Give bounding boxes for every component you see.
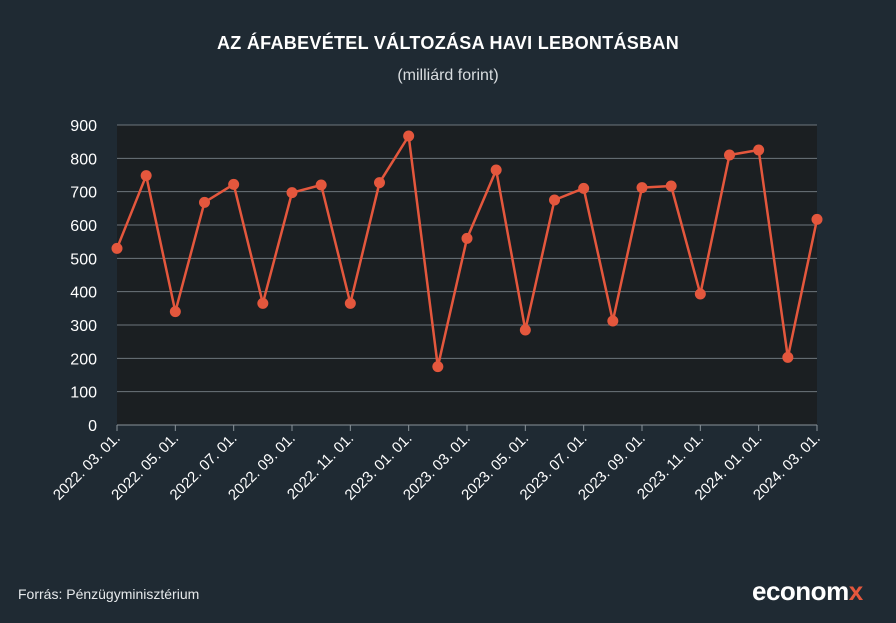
y-tick-label: 800 <box>70 151 97 168</box>
data-point <box>228 178 240 190</box>
data-point <box>753 144 765 156</box>
data-point <box>461 232 473 244</box>
logo-main-text: econom <box>752 576 849 606</box>
y-tick-label: 300 <box>70 318 97 335</box>
y-tick-label: 200 <box>70 351 97 368</box>
y-tick-label: 500 <box>70 251 97 268</box>
data-point <box>694 288 706 300</box>
data-point <box>549 194 560 206</box>
y-tick-label: 0 <box>88 418 97 435</box>
data-point <box>490 164 502 176</box>
data-point <box>432 361 444 373</box>
y-tick-label: 600 <box>70 218 97 235</box>
chart-subtitle: (milliárd forint) <box>397 67 499 84</box>
data-point <box>782 351 794 363</box>
data-point <box>344 297 356 309</box>
y-tick-label: 400 <box>70 285 97 302</box>
plot-area <box>117 125 817 425</box>
data-point <box>199 196 210 208</box>
data-point <box>607 315 619 327</box>
data-point <box>811 213 823 225</box>
data-point <box>403 130 415 142</box>
data-point <box>665 180 677 192</box>
data-point <box>578 182 590 194</box>
data-point <box>111 242 123 254</box>
data-point <box>257 297 269 309</box>
y-tick-label: 900 <box>70 118 97 135</box>
data-point <box>374 177 385 189</box>
data-point <box>169 306 181 318</box>
data-point <box>286 187 298 199</box>
data-point <box>140 170 152 182</box>
logo-accent-text: x <box>848 576 863 606</box>
chart-title: AZ ÁFABEVÉTEL VÁLTOZÁSA HAVI LEBONTÁSBAN <box>216 33 680 53</box>
data-point <box>519 324 531 336</box>
data-point <box>724 149 735 161</box>
economx-logo: economx <box>752 576 863 607</box>
data-point <box>636 182 648 194</box>
y-tick-label: 700 <box>70 185 97 202</box>
source-note: Forrás: Pénzügyminisztérium <box>18 586 200 602</box>
y-tick-label: 100 <box>70 385 97 402</box>
data-point <box>315 179 327 191</box>
